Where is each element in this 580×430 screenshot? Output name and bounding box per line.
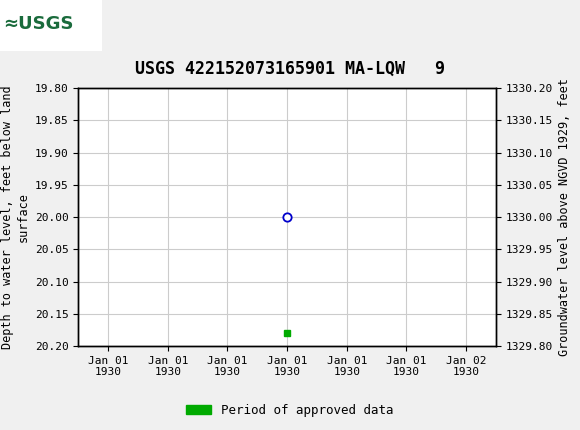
- Text: ≈USGS: ≈USGS: [3, 15, 74, 34]
- Y-axis label: Groundwater level above NGVD 1929, feet: Groundwater level above NGVD 1929, feet: [559, 78, 571, 356]
- Y-axis label: Depth to water level, feet below land
surface: Depth to water level, feet below land su…: [1, 85, 29, 349]
- FancyBboxPatch shape: [0, 0, 102, 51]
- Text: USGS 422152073165901 MA-LQW   9: USGS 422152073165901 MA-LQW 9: [135, 59, 445, 77]
- Legend: Period of approved data: Period of approved data: [181, 399, 399, 421]
